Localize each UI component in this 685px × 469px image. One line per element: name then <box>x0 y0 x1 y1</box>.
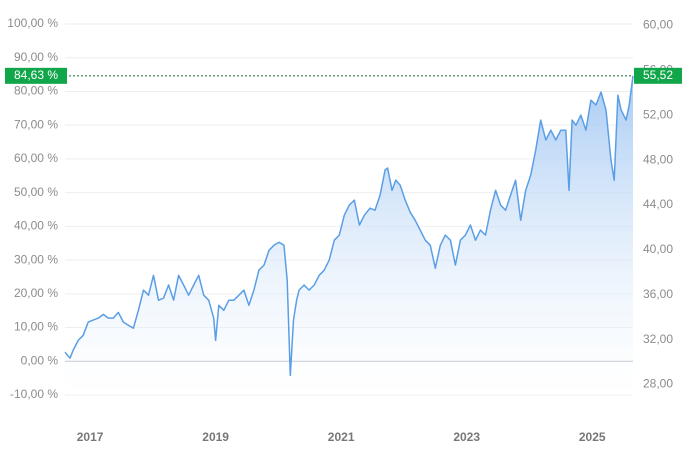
y-tick-label: 30,00 % <box>14 252 58 266</box>
y-tick-label: 10,00 % <box>14 320 58 334</box>
x-tick-label: 2021 <box>328 430 355 444</box>
y-tick-label: 0,00 % <box>21 353 59 367</box>
y2-tick-label: 28,00 <box>643 377 673 391</box>
last-value-label: 84,63 % <box>14 68 58 82</box>
y-tick-label: 90,00 % <box>14 50 58 64</box>
x-tick-label: 2017 <box>77 430 104 444</box>
y2-tick-label: 32,00 <box>643 332 673 346</box>
y-tick-label: 60,00 % <box>14 151 58 165</box>
y-tick-label: 80,00 % <box>14 84 58 98</box>
y2-tick-label: 40,00 <box>643 242 673 256</box>
last-price-label: 55,52 <box>643 68 673 82</box>
y-tick-label: 50,00 % <box>14 185 58 199</box>
y2-tick-label: 60,00 <box>643 18 673 32</box>
y-tick-label: 20,00 % <box>14 286 58 300</box>
y2-tick-label: 48,00 <box>643 152 673 166</box>
x-tick-label: 2019 <box>202 430 229 444</box>
y-tick-label: 100,00 % <box>7 16 58 30</box>
y-tick-label: 70,00 % <box>14 117 58 131</box>
area <box>65 75 633 396</box>
y2-tick-label: 36,00 <box>643 287 673 301</box>
y2-tick-label: 44,00 <box>643 197 673 211</box>
x-tick-label: 2025 <box>579 430 606 444</box>
x-tick-label: 2023 <box>453 430 480 444</box>
y-tick-label: 40,00 % <box>14 219 58 233</box>
last-value-badge <box>5 67 67 84</box>
last-price-badge <box>634 67 682 84</box>
line <box>64 75 634 377</box>
y-tick-label: -10,00 % <box>10 387 58 401</box>
y2-tick-label: 52,00 <box>643 107 673 121</box>
